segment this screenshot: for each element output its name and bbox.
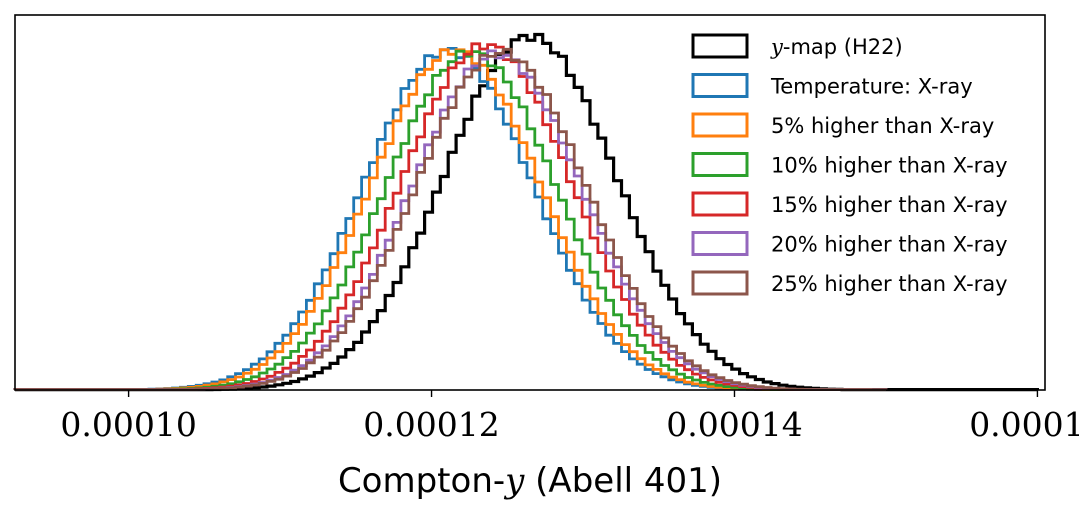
legend-label-3: 5% higher than X-ray xyxy=(771,114,994,138)
x-axis-ticks: 0.00010 0.00012 0.00014 0.00016 xyxy=(60,390,1079,444)
legend-swatch-4 xyxy=(691,152,749,177)
legend-label-text: 25% higher than X-ray xyxy=(771,272,1008,296)
legend-label-text: 15% higher than X-ray xyxy=(771,193,1008,217)
legend-label-text: 10% higher than X-ray xyxy=(771,154,1008,178)
legend-label-4: 10% higher than X-ray xyxy=(771,154,1008,178)
legend-label-text: Temperature: X-ray xyxy=(770,75,973,99)
x-tick-label: 0.00014 xyxy=(666,405,802,444)
legend-background xyxy=(683,21,1035,304)
x-axis-label: Compton-y (Abell 401) xyxy=(338,461,722,501)
x-axis-label-suffix: (Abell 401) xyxy=(524,461,722,501)
legend-label-2: Temperature: X-ray xyxy=(770,75,973,99)
legend-label-6: 20% higher than X-ray xyxy=(771,233,1008,257)
legend-label-variable: y xyxy=(770,35,784,59)
x-tick-label: 0.00016 xyxy=(969,405,1079,444)
legend-swatch-2 xyxy=(691,73,749,98)
legend-label-text: 5% higher than X-ray xyxy=(771,114,994,138)
x-axis-label-prefix: Compton- xyxy=(338,461,505,501)
legend-label-7: 25% higher than X-ray xyxy=(771,272,1008,296)
x-tick-label: 0.00012 xyxy=(363,405,499,444)
legend-label-1: y-map (H22) xyxy=(770,35,903,59)
plot-frame xyxy=(14,14,1046,391)
histogram-series-3 xyxy=(13,48,873,391)
legend: y-map (H22) Temperature: X-ray 5% higher t… xyxy=(683,21,1035,304)
legend-swatch-5 xyxy=(691,191,749,217)
histogram-series-7 xyxy=(13,47,888,391)
x-tick-label: 0.00010 xyxy=(60,405,196,444)
legend-swatch-3 xyxy=(691,112,749,138)
legend-label-text: -map (H22) xyxy=(783,35,903,59)
legend-label-5: 15% higher than X-ray xyxy=(771,193,1008,217)
legend-label-text: 20% higher than X-ray xyxy=(771,233,1008,257)
legend-swatch-7 xyxy=(691,270,749,296)
x-axis-label-variable: y xyxy=(503,461,525,501)
legend-swatch-1 xyxy=(691,33,749,59)
series-layer xyxy=(13,32,1039,392)
legend-swatch-6 xyxy=(691,231,749,256)
histogram-series-1 xyxy=(13,32,1039,392)
